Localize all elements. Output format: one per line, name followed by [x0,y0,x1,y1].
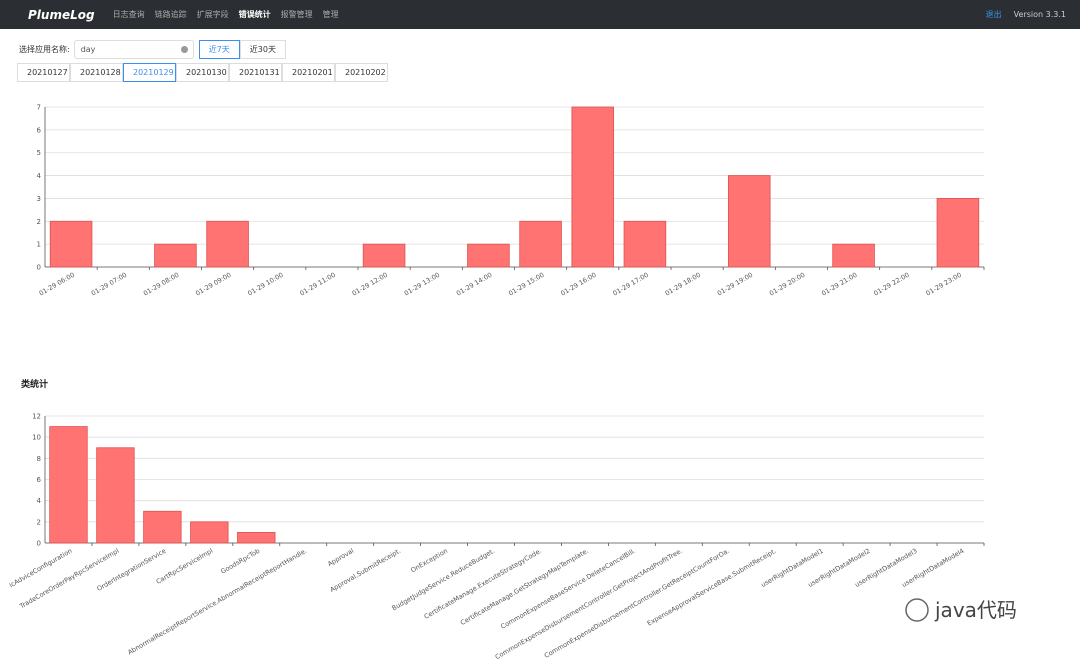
y-tick-label: 2 [37,218,41,226]
y-tick-label: 2 [37,518,41,526]
x-tick-label: 01-29 21:00 [820,271,858,298]
x-tick-label: 01-29 19:00 [716,271,754,298]
bar [206,220,249,268]
filter: 选择应用名称: day 近7天 近30天 [19,40,286,59]
date-button[interactable]: 20210202 [335,63,388,82]
range-buttons: 近7天 近30天 [198,40,286,59]
nav-item[interactable]: 错误统计 [238,10,271,19]
y-tick-label: 3 [37,195,41,203]
bar [154,243,197,268]
bar [623,220,667,268]
y-tick-label: 12 [32,413,41,421]
x-tick-label: 01-29 20:00 [768,271,806,298]
navbar: PlumeLog 日志查询 链路追踪 扩展字段 错误统计 报警管理 管理 [0,0,1080,29]
bar [519,220,562,268]
date-button[interactable]: 20210129 [123,63,176,82]
bar [190,521,229,544]
bar [467,243,510,268]
date-button[interactable]: 20210127 [17,63,70,82]
range-button[interactable]: 近7天 [198,40,240,59]
x-tick-label: 01-29 10:00 [246,271,284,298]
watermark: java代码 [934,598,1017,622]
bar [571,106,615,268]
y-tick-label: 7 [37,104,41,112]
date-buttons: 20210127 20210128 20210129 20210130 20210131… [17,63,388,82]
bar [96,447,135,544]
y-tick-label: 6 [37,476,42,484]
x-tick-label: GoodsRpcTob [219,547,261,576]
x-tick-label: 01-29 07:00 [90,271,128,298]
y-tick-label: 4 [37,172,42,180]
x-tick-label: TradeCoreOrderPayRpcServiceImpl [18,547,121,611]
x-tick-label: 01-29 17:00 [612,271,650,298]
date-button[interactable]: 20210201 [282,63,335,82]
x-tick-label: 01-29 09:00 [194,271,232,298]
y-tick-label: 4 [37,497,42,505]
x-tick-label: Approval [326,547,355,568]
bar [936,198,980,268]
x-tick-label: 01-29 18:00 [664,271,702,298]
bar [832,243,875,268]
x-tick-label: 01-29 22:00 [872,271,910,298]
x-tick-label: 01-29 08:00 [142,271,180,298]
date-button[interactable]: 20210130 [176,63,229,82]
x-tick-label: 01-29 15:00 [507,271,545,298]
x-tick-label: 01-29 11:00 [299,271,337,298]
x-tick-label: 01-29 14:00 [455,271,493,298]
y-tick-label: 0 [37,540,41,548]
filter-label: 选择应用名称: [19,45,70,54]
bar [727,175,771,268]
range-button[interactable]: 近30天 [239,40,286,59]
x-tick-label: OnException [409,547,449,575]
bar [362,243,406,268]
watermark-icon [905,598,929,622]
logout[interactable]: 退出 [985,10,1002,19]
y-tick-label: 8 [37,455,41,463]
nav-item[interactable]: 链路追踪 [154,10,187,19]
y-tick-label: 0 [37,264,41,272]
y-tick-label: 1 [37,241,41,249]
logo[interactable]: PlumeLog [28,7,95,22]
nav-item[interactable]: 扩展字段 [196,10,229,19]
y-tick-label: 5 [37,149,41,157]
chart-title: 类统计 [21,378,48,390]
app-input[interactable]: day [73,40,194,59]
y-tick-label: 10 [32,434,41,442]
version: Version 3.3.1 [1013,10,1066,19]
date-button[interactable]: 20210131 [229,63,282,82]
nav-item[interactable]: 日志查询 [112,10,145,19]
x-tick-label: 01-29 16:00 [559,271,597,298]
date-button[interactable]: 20210128 [70,63,123,82]
nav-right: 退出 Version 3.3.1 [986,9,1066,20]
x-tick-label: 01-29 12:00 [351,271,389,298]
x-tick-label: 01-29 06:00 [38,271,76,298]
nav-item[interactable]: 管理 [322,10,339,19]
bar [49,426,88,544]
x-tick-label: 01-29 23:00 [925,271,963,298]
nav-item[interactable]: 报警管理 [280,10,313,19]
x-tick-label: AbnormalReceiptReportService.AbnormalRec… [126,547,308,657]
y-tick-label: 6 [37,126,42,134]
bar [143,510,182,544]
bar [49,220,93,268]
bar [237,532,276,544]
x-tick-label: 01-29 13:00 [403,271,441,298]
